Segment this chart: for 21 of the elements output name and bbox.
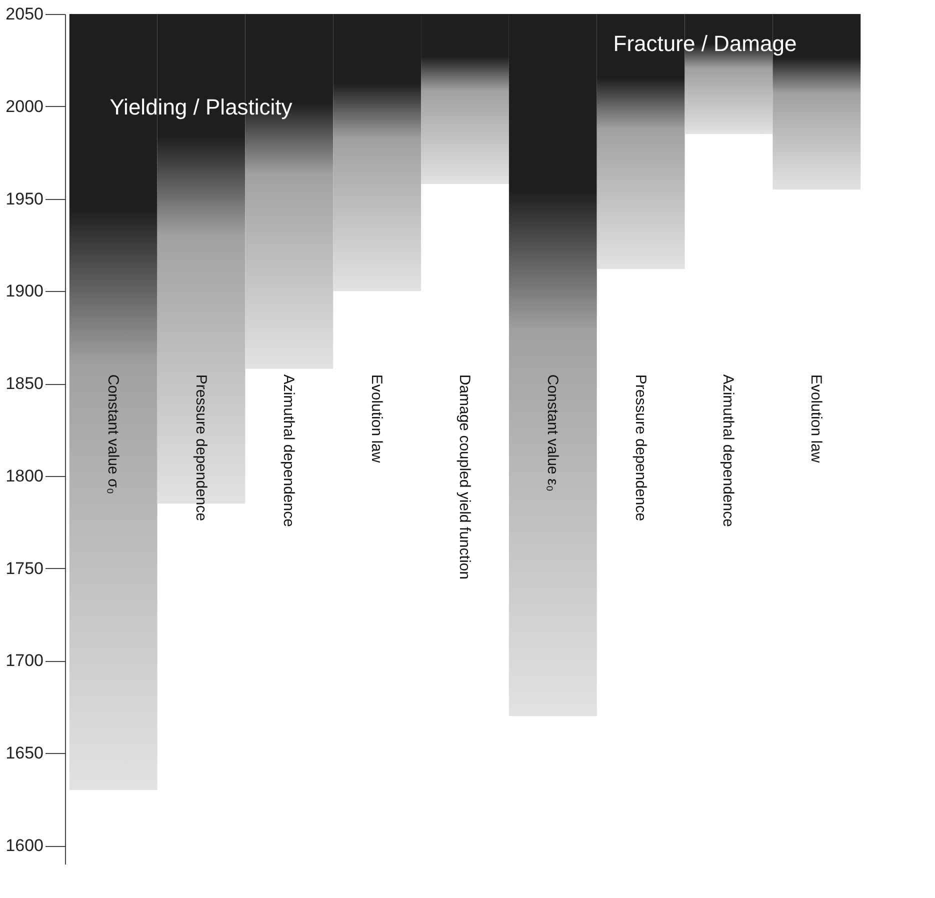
x-tick-label: Pressure dependence [192,374,210,522]
annotation: Yielding / Plasticity [110,94,292,120]
x-tick-label: Evolution law [808,374,825,463]
y-tick-label: 1600 [6,836,44,856]
x-tick-label: Pressure dependence [632,374,649,522]
y-tick-label: 1950 [6,189,44,208]
x-tick-label: Azimuthal dependence [720,374,737,527]
y-tick-label: 1700 [6,651,44,670]
y-tick-label: 2000 [6,96,44,116]
x-tick-label: Constant value ε₀ [544,374,561,492]
y-tick-label: 1900 [6,282,44,301]
y-tick-label: 1800 [6,466,44,486]
annotation: Fracture / Damage [613,30,797,56]
x-tick-label: Damage coupled yield function [456,374,473,580]
x-tick-label: Azimuthal dependence [280,374,298,527]
y-tick-label: 1850 [6,374,44,394]
y-tick-label: 2050 [6,4,44,24]
x-tick-label: Constant value σ₀ [104,374,122,494]
y-tick-label: 1650 [6,744,44,763]
y-tick-label: 1750 [6,558,44,578]
x-tick-label: Evolution law [368,374,386,463]
